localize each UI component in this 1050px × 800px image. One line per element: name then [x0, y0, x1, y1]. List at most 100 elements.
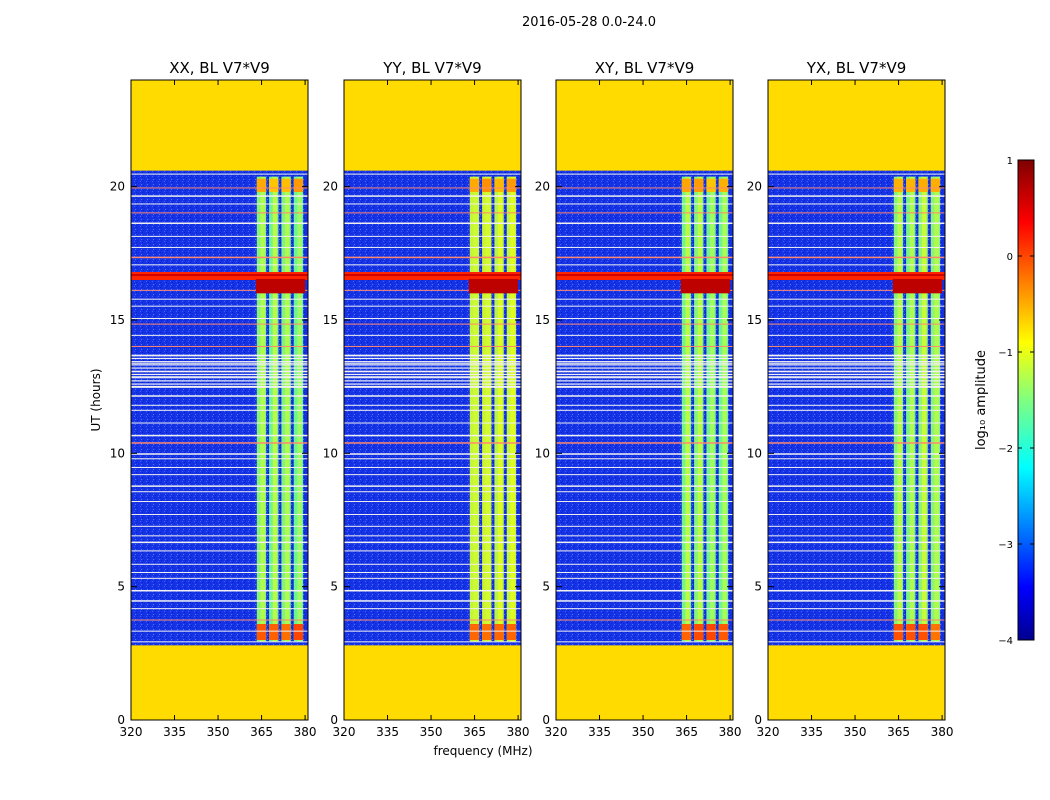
- flag-row: [344, 491, 521, 493]
- flag-row: [768, 453, 945, 455]
- band-hotspot: [482, 178, 492, 192]
- x-tick-label: 350: [844, 725, 867, 739]
- flag-row: [768, 195, 945, 197]
- rfi-band-hot: [468, 279, 519, 294]
- y-tick-label: 10: [535, 446, 550, 460]
- band-hotspot: [918, 178, 928, 192]
- flag-row: [131, 373, 308, 376]
- flag-row: [768, 298, 945, 300]
- flag-row: [131, 563, 308, 565]
- x-tick-label: 335: [588, 725, 611, 739]
- band-hotspot: [506, 178, 517, 192]
- flag-row: [768, 362, 945, 364]
- flag-row: [556, 187, 733, 189]
- flag-row: [768, 474, 945, 476]
- flag-row: [768, 235, 945, 237]
- flag-row: [344, 383, 521, 385]
- flag-row: [556, 373, 733, 376]
- rfi-band-hot: [255, 279, 306, 294]
- flag-row: [344, 256, 521, 259]
- flag-row: [131, 630, 308, 632]
- flag-row: [344, 317, 521, 319]
- flag-row: [344, 377, 521, 379]
- axes-frame: [130, 79, 309, 721]
- flag-row: [131, 513, 308, 515]
- y-tick-label: 10: [323, 446, 338, 460]
- band-hotspot: [281, 178, 291, 192]
- flag-row: [344, 453, 521, 455]
- x-tick-label: 365: [887, 725, 910, 739]
- flag-row: [556, 377, 733, 379]
- colorbar-tick-label: −4: [998, 636, 1013, 647]
- flag-row: [768, 354, 945, 356]
- flag-row: [344, 370, 521, 372]
- band-column-core: [697, 176, 703, 642]
- flag-row: [131, 641, 308, 643]
- y-tick-label: 5: [330, 580, 338, 594]
- flag-row: [344, 289, 521, 291]
- flag-row: [344, 246, 521, 248]
- flag-row: [556, 474, 733, 476]
- band-column-core: [485, 176, 491, 642]
- flag-row: [344, 334, 521, 336]
- rfi-event-core: [131, 274, 308, 276]
- flag-row: [344, 357, 521, 360]
- flag-row: [556, 501, 733, 503]
- flag-row: [344, 501, 521, 503]
- flag-row: [556, 535, 733, 537]
- x-tick-label: 320: [120, 725, 143, 739]
- y-tick-label: 20: [323, 180, 338, 194]
- flag-row: [131, 491, 308, 493]
- band-column-core: [934, 176, 939, 642]
- flag-row: [556, 577, 733, 579]
- y-tick-label: 20: [110, 180, 125, 194]
- x-tick-label: 350: [207, 725, 230, 739]
- flag-row: [344, 550, 521, 552]
- flag-row: [556, 345, 733, 347]
- flag-row: [556, 404, 733, 406]
- flag-row: [131, 501, 308, 503]
- colorbar-tick-label: 0: [1007, 252, 1013, 263]
- band-hotspot: [269, 178, 279, 192]
- band-column-core: [498, 176, 503, 642]
- x-tick-label: 335: [163, 725, 186, 739]
- flag-row: [344, 173, 521, 175]
- flag-row: [344, 298, 521, 300]
- flag-row: [344, 386, 521, 388]
- flag-row: [131, 345, 308, 347]
- flag-row: [556, 212, 733, 214]
- flag-row: [131, 367, 308, 369]
- flag-row: [131, 385, 308, 388]
- flag-row: [768, 422, 945, 424]
- flag-row: [556, 370, 733, 372]
- band-hotspot: [293, 624, 304, 640]
- flag-row: [556, 357, 733, 360]
- flag-row: [131, 571, 308, 573]
- flag-row: [556, 173, 733, 175]
- flag-row: [344, 577, 521, 579]
- flag-row: [768, 466, 945, 468]
- y-tick-label: 10: [747, 446, 762, 460]
- flag-row: [556, 453, 733, 455]
- flag-row: [344, 525, 521, 527]
- flag-row: [556, 380, 733, 382]
- flag-row: [556, 550, 733, 552]
- flag-row: [344, 364, 521, 366]
- band-hotspot: [694, 178, 704, 192]
- flag-row: [768, 442, 945, 444]
- band-hotspot: [506, 624, 517, 640]
- flag-row: [556, 317, 733, 319]
- flag-row: [131, 442, 308, 444]
- flag-row: [556, 364, 733, 366]
- figure-title: 2016-05-28 0.0-24.0: [522, 15, 656, 30]
- flag-row: [556, 256, 733, 259]
- x-tick-label: 320: [757, 725, 780, 739]
- x-tick-label: 365: [463, 725, 486, 739]
- flag-row: [131, 246, 308, 248]
- flag-row: [344, 380, 521, 382]
- colorbar-tick-label: −3: [998, 540, 1013, 551]
- flag-row: [344, 434, 521, 437]
- flag-row: [556, 298, 733, 300]
- band-hotspot: [930, 624, 941, 640]
- flag-row: [344, 305, 521, 307]
